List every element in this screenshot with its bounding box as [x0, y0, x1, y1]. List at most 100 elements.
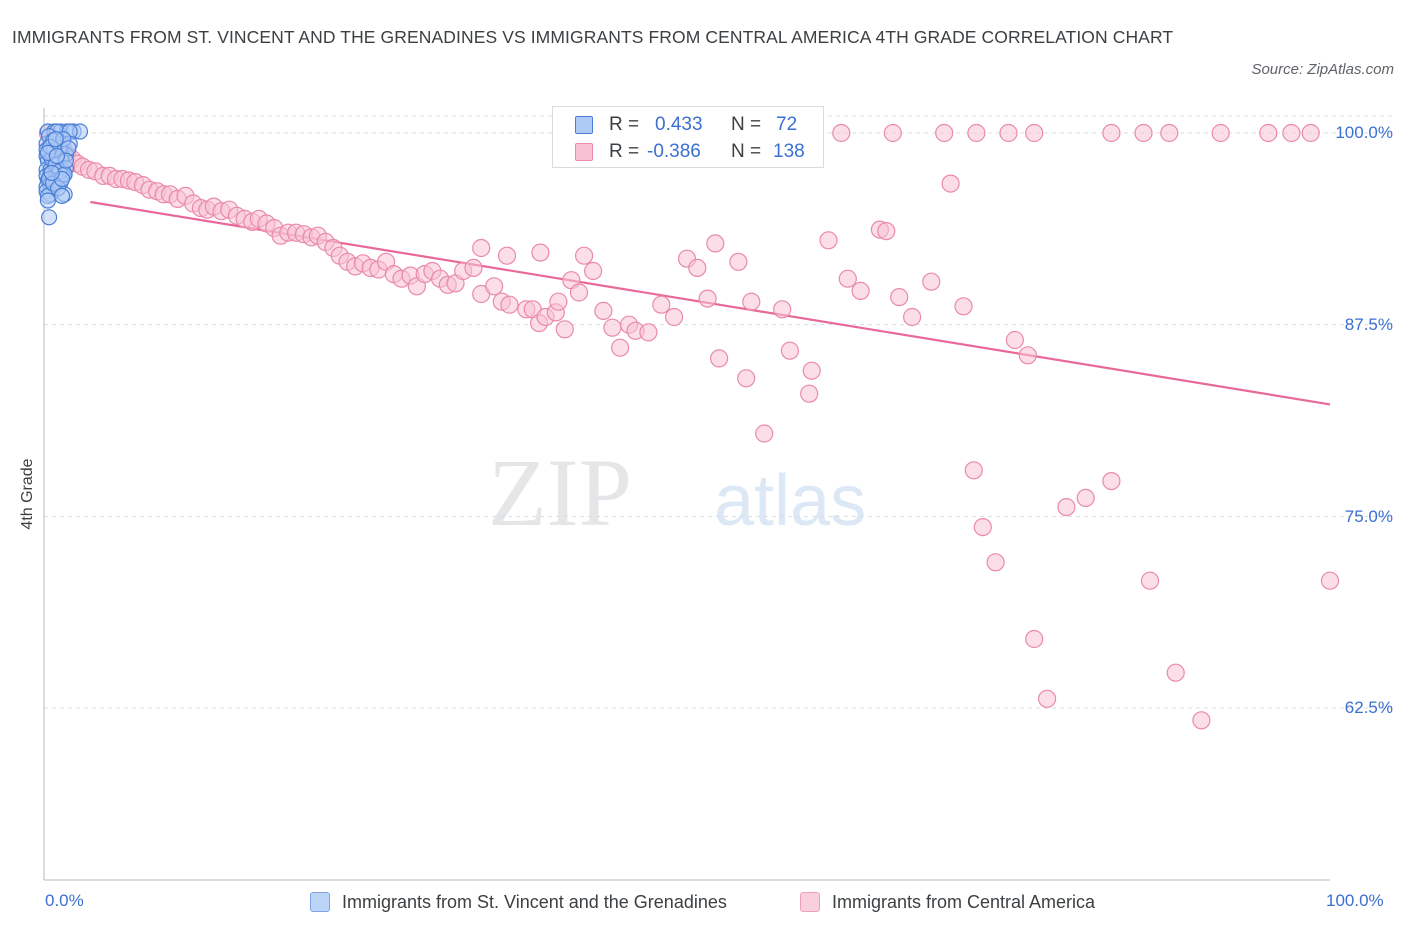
point-central-america: [1211, 123, 1230, 143]
legend-n-value: 138: [773, 141, 805, 162]
y-tick-label-75: 75.0%: [1344, 507, 1393, 526]
y-tick-label-100: 100.0%: [1335, 123, 1393, 142]
legend-r-value: 0.433: [655, 114, 703, 135]
point-central-america: [610, 338, 630, 357]
point-central-america: [639, 323, 658, 342]
point-st-vincent: [48, 147, 66, 165]
point-central-america: [1005, 330, 1025, 350]
point-central-america: [964, 461, 983, 480]
y-tick-label-87-5: 87.5%: [1344, 315, 1393, 334]
data-points: [38, 123, 1340, 730]
point-central-america: [500, 295, 519, 314]
point-central-america: [706, 234, 725, 253]
point-central-america: [472, 238, 491, 258]
point-central-america: [664, 307, 684, 327]
point-central-america: [1259, 123, 1278, 143]
bottom-legend-label-series2: Immigrants from Central America: [832, 892, 1096, 912]
point-central-america: [780, 341, 800, 360]
point-central-america: [583, 261, 603, 281]
point-central-america: [1166, 663, 1185, 682]
point-central-america: [922, 272, 941, 291]
point-central-america: [1282, 123, 1301, 143]
point-central-america: [973, 517, 992, 537]
source-label: Source: ZipAtlas.com: [1251, 61, 1394, 78]
bottom-legend-swatch-pink: [800, 892, 820, 912]
point-st-vincent: [47, 131, 64, 148]
legend-r-value: -0.386: [647, 141, 701, 162]
legend-r-label: R =: [609, 141, 640, 162]
point-central-america: [549, 292, 568, 311]
point-central-america: [1102, 123, 1121, 143]
point-central-america: [737, 369, 756, 388]
grid-lines: [44, 115, 1392, 709]
point-central-america: [531, 243, 550, 262]
point-central-america: [569, 283, 589, 302]
point-central-america: [1025, 629, 1044, 649]
point-central-america: [1037, 689, 1057, 708]
point-central-america: [485, 277, 504, 296]
point-central-america: [574, 246, 594, 265]
point-central-america: [967, 123, 986, 143]
legend-swatch-pink: [575, 143, 593, 161]
stats-legend: R = 0.433 N = 72 R = -0.386 N = 138: [552, 106, 824, 168]
point-st-vincent: [40, 209, 58, 226]
point-central-america: [1018, 346, 1037, 365]
watermark: ZIP atlas: [488, 439, 866, 546]
point-central-america: [1320, 571, 1340, 590]
point-central-america: [1025, 123, 1044, 143]
point-central-america: [555, 320, 574, 339]
legend-n-label: N =: [731, 114, 762, 135]
point-central-america: [1057, 498, 1076, 517]
point-central-america: [1102, 472, 1121, 491]
point-central-america: [999, 123, 1018, 143]
point-central-america: [1192, 711, 1211, 730]
point-central-america: [832, 123, 851, 143]
point-central-america: [773, 300, 792, 319]
watermark-zip: ZIP: [488, 439, 632, 546]
point-central-america: [802, 361, 821, 380]
point-central-america: [954, 297, 973, 316]
point-central-america: [935, 123, 954, 143]
point-central-america: [709, 349, 729, 368]
point-central-america: [497, 246, 517, 265]
point-central-america: [941, 174, 960, 193]
point-central-america: [729, 252, 748, 271]
point-st-vincent: [43, 164, 60, 181]
axes: [43, 108, 1330, 881]
point-central-america: [851, 281, 870, 300]
legend-swatch-blue: [575, 116, 593, 134]
point-st-vincent: [39, 192, 57, 209]
x-tick-label-max: 100.0%: [1326, 891, 1384, 910]
point-central-america: [742, 292, 761, 311]
point-st-vincent: [53, 187, 71, 204]
point-central-america: [819, 231, 838, 250]
legend-n-label: N =: [731, 141, 762, 162]
point-central-america: [1140, 571, 1160, 590]
point-central-america: [698, 289, 717, 308]
point-central-america: [464, 258, 483, 277]
point-central-america: [1076, 488, 1095, 507]
point-central-america: [902, 307, 922, 327]
point-central-america: [838, 269, 857, 288]
legend-n-value: 72: [776, 114, 798, 135]
point-central-america: [594, 301, 613, 320]
point-central-america: [883, 123, 902, 143]
point-central-america: [986, 553, 1005, 572]
legend-r-label: R =: [609, 114, 640, 135]
point-central-america: [1134, 123, 1153, 143]
chart-title: IMMIGRANTS FROM ST. VINCENT AND THE GREN…: [12, 27, 1174, 47]
point-central-america: [877, 222, 896, 241]
point-central-america: [755, 424, 774, 443]
x-tick-label-min: 0.0%: [45, 891, 84, 910]
point-central-america: [1160, 123, 1179, 143]
point-central-america: [652, 295, 671, 314]
y-tick-label-62-5: 62.5%: [1344, 698, 1393, 717]
watermark-atlas: atlas: [714, 461, 866, 541]
point-central-america: [603, 318, 622, 337]
point-central-america: [688, 258, 707, 277]
point-central-america: [890, 288, 909, 307]
bottom-legend-swatch-blue: [310, 892, 330, 912]
bottom-legend-label-series1: Immigrants from St. Vincent and the Gren…: [342, 892, 727, 912]
point-central-america: [1301, 123, 1320, 143]
